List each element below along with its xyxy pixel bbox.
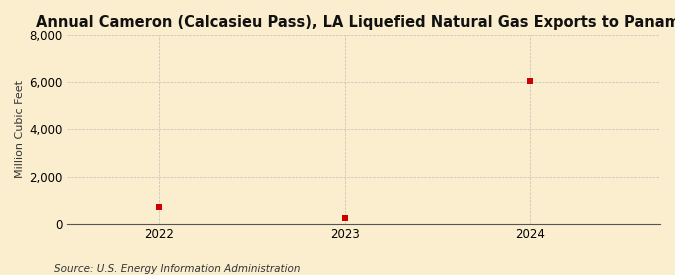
Point <box>154 205 165 209</box>
Y-axis label: Million Cubic Feet: Million Cubic Feet <box>15 81 25 178</box>
Text: Source: U.S. Energy Information Administration: Source: U.S. Energy Information Administ… <box>54 264 300 274</box>
Title: Annual Cameron (Calcasieu Pass), LA Liquefied Natural Gas Exports to Panama: Annual Cameron (Calcasieu Pass), LA Liqu… <box>36 15 675 30</box>
Point <box>525 79 536 83</box>
Point <box>340 216 350 220</box>
